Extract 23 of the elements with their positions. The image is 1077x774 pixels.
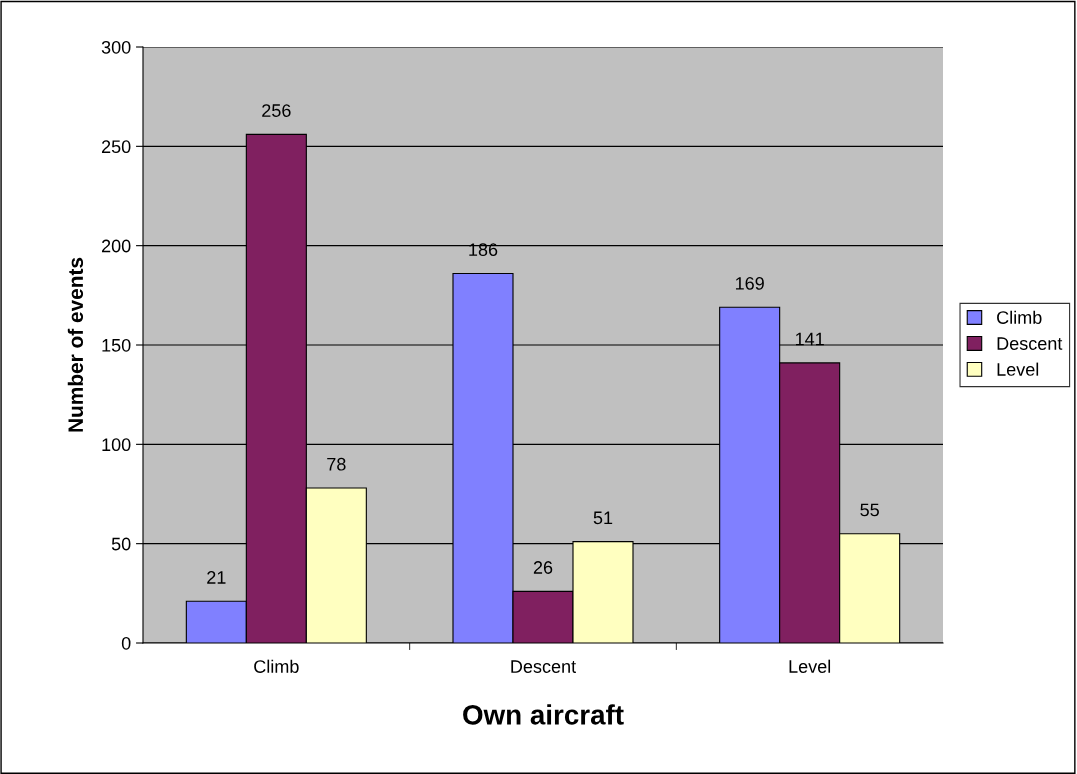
y-tick-label: 50 [111, 537, 131, 551]
y-tick-label: 300 [101, 40, 131, 54]
y-tick-label: 200 [101, 239, 131, 253]
data-label: 51 [593, 511, 613, 525]
y-tick-label: 250 [101, 140, 131, 154]
x-axis-title: Own aircraft [463, 704, 624, 725]
legend-label: Level [997, 362, 1039, 376]
data-label: 169 [735, 277, 764, 290]
data-label: 141 [795, 332, 824, 346]
legend-label: Descent [997, 337, 1063, 350]
x-tick-label: Descent [511, 660, 576, 673]
y-tick-label: 150 [102, 338, 131, 352]
data-label: 26 [533, 561, 553, 574]
data-label: 55 [860, 503, 879, 517]
x-tick-label: Level [789, 659, 831, 673]
y-tick-label: 100 [102, 438, 131, 452]
legend-label: Climb [997, 310, 1042, 324]
data-label: 78 [327, 457, 346, 471]
data-label: 256 [262, 104, 291, 117]
y-axis-title: Number of events [67, 257, 84, 432]
data-label: 21 [207, 571, 226, 584]
y-tick-label: 0 [121, 636, 131, 650]
x-tick-label: Climb [254, 659, 299, 673]
